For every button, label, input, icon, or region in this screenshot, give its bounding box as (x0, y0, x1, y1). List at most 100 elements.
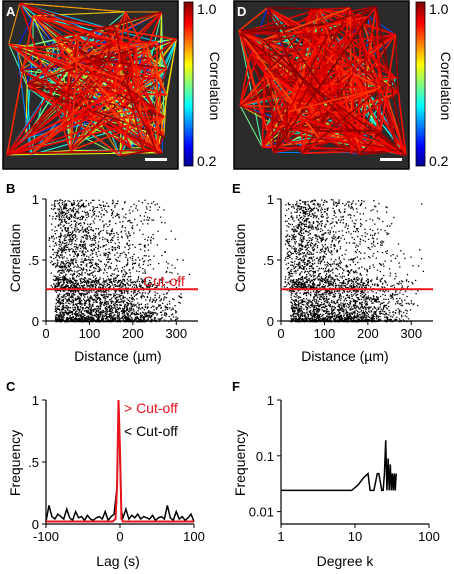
scatter-point (154, 320, 156, 322)
scatter-point (138, 320, 140, 323)
scatter-point (55, 212, 57, 214)
scatter-point (301, 313, 303, 315)
scatter-point (125, 213, 127, 215)
network-edge (6, 107, 154, 156)
scatter-point (77, 217, 80, 219)
scatter-point (53, 245, 55, 247)
scatter-point (101, 209, 103, 211)
scatter-point (152, 298, 154, 301)
scatter-point (98, 278, 101, 281)
scatter-point (156, 244, 158, 246)
scatter-point (56, 229, 58, 232)
scatter-point (67, 292, 69, 294)
scatter-point (74, 215, 77, 217)
scatter-point (67, 319, 69, 321)
scatter-point (52, 240, 54, 243)
scatter-point (59, 257, 61, 259)
scatter-point (91, 298, 94, 300)
scatter-point (75, 319, 78, 321)
scatter-point (54, 251, 56, 254)
scatter-point (127, 276, 130, 278)
scatter-point (151, 318, 153, 321)
scatter-point (64, 306, 66, 309)
scatter-point (156, 314, 158, 316)
scatter-point (297, 285, 299, 287)
network-edge (299, 34, 329, 88)
scatter-point (82, 231, 84, 233)
scatter-point (115, 299, 118, 302)
scatter-point (390, 318, 393, 321)
scatter-point (109, 294, 111, 296)
scatter-point (98, 281, 100, 283)
scatter-point (52, 253, 54, 256)
scatter-point (134, 218, 136, 221)
scatter-point (176, 258, 179, 261)
scatter-point (89, 265, 92, 267)
scatter-point (83, 319, 85, 321)
scatter-point (170, 309, 172, 311)
scatter-point (95, 264, 98, 267)
scatter-point (147, 312, 150, 314)
scatter-point (132, 281, 134, 283)
scatter-point (79, 218, 81, 221)
scatter-point (60, 212, 62, 214)
scatter-point (338, 199, 340, 201)
scatter-point (75, 290, 77, 292)
scatter-point (136, 286, 138, 289)
scatter-point (102, 314, 104, 317)
scatter-point (95, 246, 97, 248)
scatter-point (91, 216, 93, 218)
scatter-point (108, 279, 111, 281)
scatter-point (84, 280, 86, 283)
scatter-point (144, 316, 147, 318)
scatter-point (111, 230, 113, 232)
scatter-point (149, 285, 151, 287)
scatter-point (61, 277, 64, 279)
scatter-point (114, 311, 116, 313)
scatter-point (74, 294, 76, 296)
scatter-point (109, 285, 112, 287)
scatter-point (61, 210, 64, 213)
scatter-point (64, 221, 67, 224)
scatter-point (72, 308, 74, 311)
network-edge (6, 15, 34, 156)
scatter-point (156, 282, 159, 284)
scatter-point (75, 315, 78, 317)
scatter-point (61, 247, 63, 249)
scatter-point (80, 205, 82, 208)
scatter-point (140, 318, 142, 321)
scatter-point (89, 308, 91, 311)
scatter-point (58, 299, 60, 301)
scatter-point (105, 264, 108, 266)
scatter-point (77, 253, 80, 255)
scatter-point (158, 320, 160, 322)
scatter-point (68, 298, 71, 301)
scatter-point (67, 281, 69, 283)
scatter-point (64, 213, 67, 215)
scatter-point (107, 267, 110, 269)
scatter-point (378, 262, 381, 265)
scatter-point (63, 204, 66, 206)
network-edge (320, 77, 397, 87)
scatter-point (166, 292, 169, 294)
scatter-point (348, 277, 350, 280)
scatter-point (166, 308, 169, 311)
network-edge (27, 86, 165, 137)
scatter-point (75, 298, 77, 300)
scatter-point (309, 310, 311, 312)
scatter-point (122, 286, 124, 288)
scatter-point (122, 273, 124, 276)
scatter-point (63, 201, 65, 203)
scatter-point (56, 200, 59, 202)
scatter-point (105, 300, 107, 303)
scatter-point (58, 208, 61, 210)
network-edge (145, 42, 168, 96)
scatter-point (116, 282, 119, 284)
scatter-point (110, 298, 112, 300)
scatter-point (74, 227, 76, 230)
scatter-point (80, 314, 82, 317)
scatter-point (89, 238, 92, 240)
scatter-point (94, 275, 97, 277)
scatter-point (77, 314, 79, 316)
network-edge (16, 47, 28, 84)
